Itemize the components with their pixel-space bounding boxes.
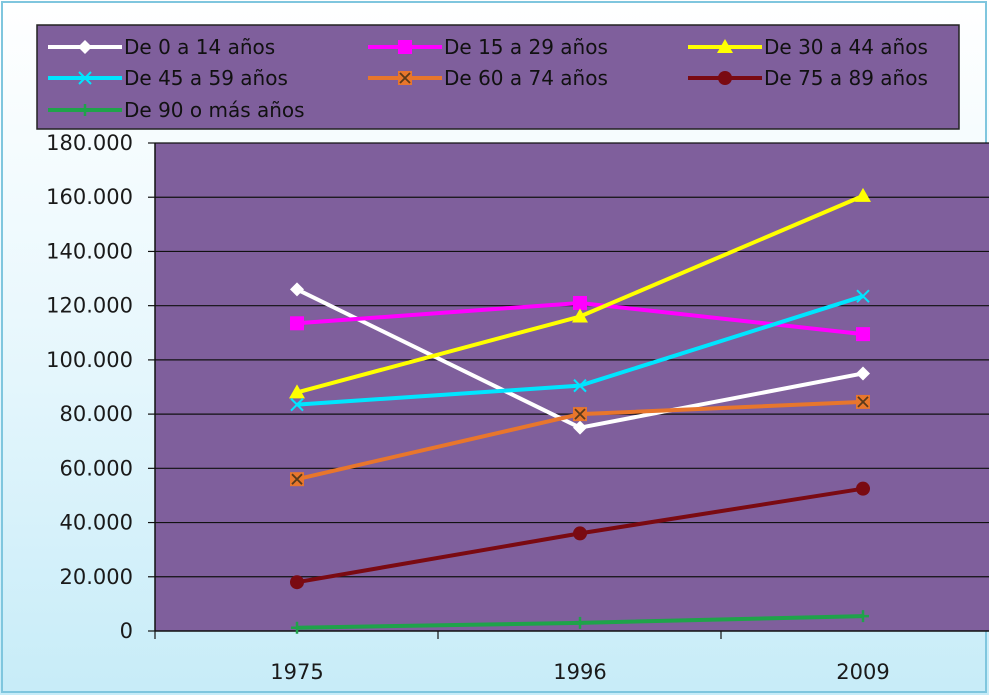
data-point: [573, 378, 587, 393]
legend-label: De 0 a 14 años: [124, 35, 275, 59]
series-group: [289, 187, 871, 634]
series-1: [290, 282, 870, 435]
y-tick-label: 100.000: [46, 348, 133, 372]
data-point: [573, 407, 587, 422]
data-point: [291, 621, 303, 634]
legend-item: De 60 a 74 años: [368, 66, 608, 90]
series-4: [290, 289, 870, 412]
legend-marker: [398, 71, 412, 85]
legend-item: De 45 a 59 años: [48, 66, 288, 90]
data-point: [856, 366, 870, 381]
legend-item: De 15 a 29 años: [368, 35, 608, 59]
legend-label: De 60 a 74 años: [444, 66, 608, 90]
legend-label: De 45 a 59 años: [124, 66, 288, 90]
y-tick-label: 60.000: [60, 456, 133, 480]
legend-box: [36, 24, 960, 130]
x-axis: 1975 1996 2009: [154, 143, 989, 684]
data-point: [290, 472, 304, 487]
legend-item: De 0 a 14 años: [48, 35, 275, 59]
data-point: [290, 575, 304, 590]
legend-item: De 75 a 89 años: [688, 66, 928, 90]
data-point: [290, 397, 304, 412]
y-tick-label: 80.000: [60, 402, 133, 426]
legend-item: De 30 a 44 años: [688, 35, 928, 59]
data-point: [574, 616, 586, 629]
data-point: [856, 394, 870, 409]
y-tick-label: 20.000: [60, 565, 133, 589]
data-point: [290, 316, 304, 331]
series-3: [289, 187, 871, 399]
data-point: [856, 481, 870, 496]
legend-marker: [717, 39, 733, 53]
legend-marker: [78, 40, 92, 54]
data-point: [573, 420, 587, 435]
legend-marker: [78, 71, 92, 85]
legend-item: De 90 o más años: [48, 98, 305, 122]
data-point: [856, 289, 870, 303]
x-tick-label: 2009: [836, 660, 889, 684]
x-tick-label: 1996: [553, 660, 606, 684]
y-tick-label: 0: [120, 619, 133, 643]
y-tick-label: 180.000: [46, 131, 133, 155]
legend-label: De 15 a 29 años: [444, 35, 608, 59]
series-6: [290, 481, 870, 590]
x-tick-label: 1975: [270, 660, 323, 684]
series-2: [290, 295, 870, 342]
legend-label: De 75 a 89 años: [764, 66, 928, 90]
legend-label: De 90 o más años: [124, 98, 305, 122]
legend-label: De 30 a 44 años: [764, 35, 928, 59]
legend-marker: [398, 40, 412, 54]
y-tick-label: 120.000: [46, 294, 133, 318]
data-point: [572, 308, 588, 323]
data-point: [856, 327, 870, 342]
data-point: [857, 610, 869, 623]
y-axis-ticks: 0 20.000 40.000 60.000 80.000 100.000 120.000 1…: [46, 131, 155, 643]
legend-marker: [718, 71, 732, 85]
y-tick-label: 160.000: [46, 185, 133, 209]
data-point: [573, 526, 587, 541]
legend: De 0 a 14 años De 15 a 29 años De 30 a 44 …: [48, 35, 928, 122]
data-point: [289, 384, 305, 399]
y-tick-label: 40.000: [60, 511, 133, 535]
series-5: [290, 394, 870, 487]
y-tick-label: 140.000: [46, 239, 133, 263]
data-point: [855, 187, 871, 202]
data-point: [573, 295, 587, 310]
legend-marker: [79, 104, 91, 116]
series-7: [291, 610, 869, 634]
data-point: [290, 282, 304, 297]
